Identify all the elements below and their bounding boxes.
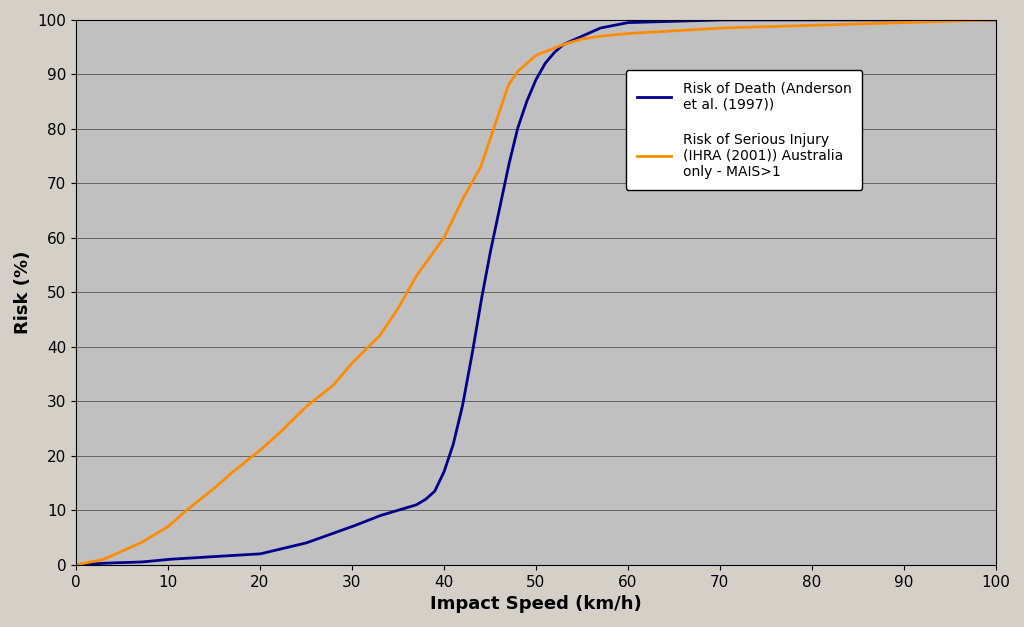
Legend: Risk of Death (Anderson
et al. (1997)), Risk of Serious Injury
(IHRA (2001)) Aus: Risk of Death (Anderson et al. (1997)), … (626, 70, 862, 190)
Risk of Death (Anderson
et al. (1997)) (989, 16, 1001, 24)
Risk of Death (Anderson
et al. (1997)) (963, 16, 975, 24)
Risk of Death (Anderson
et al. (1997)) (795, 16, 807, 24)
Risk of Serious Injury
(IHRA (2001)) Australia
only - MAIS>1 (517, 63, 529, 70)
Risk of Death (Anderson
et al. (1997)) (70, 561, 82, 569)
Risk of Serious Injury
(IHRA (2001)) Australia
only - MAIS>1 (493, 110, 505, 117)
Risk of Death (Anderson
et al. (1997)) (117, 559, 129, 566)
Risk of Death (Anderson
et al. (1997)) (964, 16, 976, 24)
Risk of Serious Injury
(IHRA (2001)) Australia
only - MAIS>1 (989, 16, 1001, 24)
Line: Risk of Serious Injury
(IHRA (2001)) Australia
only - MAIS>1: Risk of Serious Injury (IHRA (2001)) Aus… (76, 20, 995, 565)
Line: Risk of Death (Anderson
et al. (1997)): Risk of Death (Anderson et al. (1997)) (76, 20, 995, 565)
Risk of Serious Injury
(IHRA (2001)) Australia
only - MAIS>1 (963, 17, 975, 24)
Risk of Serious Injury
(IHRA (2001)) Australia
only - MAIS>1 (963, 17, 975, 24)
Risk of Serious Injury
(IHRA (2001)) Australia
only - MAIS>1 (117, 547, 129, 554)
Y-axis label: Risk (%): Risk (%) (14, 251, 32, 334)
Risk of Death (Anderson
et al. (1997)) (714, 16, 726, 24)
X-axis label: Impact Speed (km/h): Impact Speed (km/h) (430, 595, 642, 613)
Risk of Serious Injury
(IHRA (2001)) Australia
only - MAIS>1 (70, 561, 82, 569)
Risk of Serious Injury
(IHRA (2001)) Australia
only - MAIS>1 (794, 22, 806, 29)
Risk of Death (Anderson
et al. (1997)) (517, 108, 529, 115)
Risk of Death (Anderson
et al. (1997)) (493, 208, 505, 216)
